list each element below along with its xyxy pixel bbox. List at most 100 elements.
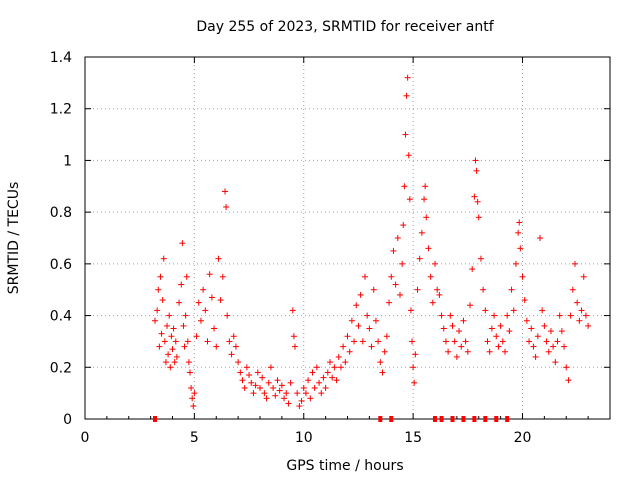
data-point <box>246 372 253 379</box>
x-tick-label: 15 <box>404 430 422 446</box>
data-point <box>480 286 487 293</box>
data-point <box>335 353 342 360</box>
data-point <box>400 222 407 229</box>
data-point <box>155 286 162 293</box>
data-point <box>421 196 428 203</box>
data-points <box>152 74 592 422</box>
y-tick-label: 0 <box>63 412 72 428</box>
data-point <box>399 260 406 267</box>
data-point <box>320 374 327 381</box>
data-point <box>434 286 441 293</box>
data-point <box>162 359 169 366</box>
data-point <box>294 390 301 397</box>
data-point <box>292 343 298 350</box>
data-point <box>440 325 447 332</box>
data-point <box>427 273 434 280</box>
data-point <box>383 333 390 340</box>
data-point <box>206 271 213 278</box>
data-point <box>340 343 347 350</box>
data-point <box>432 260 438 267</box>
data-point <box>191 390 198 397</box>
data-point <box>429 299 436 306</box>
data-point <box>381 348 388 355</box>
data-point <box>578 307 585 314</box>
data-point <box>289 307 296 314</box>
data-point <box>152 317 158 324</box>
data-point <box>156 343 163 350</box>
data-point <box>375 338 382 345</box>
x-tick-label: 0 <box>81 430 90 446</box>
data-point <box>351 338 358 345</box>
data-point <box>185 359 192 366</box>
data-point <box>484 338 491 345</box>
data-point <box>208 294 215 301</box>
data-point <box>565 377 572 384</box>
data-point <box>217 297 224 304</box>
data-point <box>453 353 460 360</box>
data-point <box>197 317 204 324</box>
data-point <box>333 377 340 384</box>
data-point <box>552 359 559 366</box>
data-point <box>436 291 443 298</box>
data-point <box>241 384 248 391</box>
data-point <box>228 351 235 358</box>
data-point <box>488 325 495 332</box>
data-point <box>181 343 188 350</box>
data-point <box>474 198 481 205</box>
data-point <box>449 322 456 329</box>
data-point <box>558 328 565 335</box>
data-point <box>239 377 246 384</box>
data-point <box>515 229 522 236</box>
data-point <box>471 193 478 200</box>
data-point <box>180 322 187 329</box>
data-point <box>504 312 511 319</box>
gridlines <box>85 57 610 419</box>
data-point <box>469 266 476 273</box>
data-point <box>491 312 498 319</box>
data-point <box>362 273 368 280</box>
data-point <box>366 325 373 332</box>
data-point <box>377 359 384 366</box>
axis-ticks: 0 0.2 0.4 0.6 0.8 1 1.2 1.4 0 5 10 15 20 <box>50 50 610 446</box>
data-point <box>516 219 523 226</box>
data-point <box>567 312 574 319</box>
data-point <box>154 307 161 314</box>
data-point <box>237 369 244 376</box>
zero-marker <box>389 416 394 422</box>
data-point <box>160 255 167 262</box>
y-axis-label: SRMTID / TECUs <box>6 182 22 295</box>
plot-frame <box>84 56 611 420</box>
data-point <box>423 214 430 221</box>
data-point <box>388 273 395 280</box>
data-point <box>422 183 429 190</box>
data-point <box>386 299 393 306</box>
data-point <box>254 369 261 376</box>
data-point <box>355 322 362 329</box>
data-point <box>226 338 233 345</box>
data-point <box>324 369 331 376</box>
data-point <box>222 188 228 195</box>
zero-marker <box>505 416 510 422</box>
data-point <box>157 273 164 280</box>
data-point <box>556 312 563 319</box>
data-point <box>392 281 399 288</box>
data-point <box>250 390 257 397</box>
data-point <box>230 333 237 340</box>
data-point <box>190 403 197 410</box>
data-point <box>458 343 465 350</box>
data-point <box>554 338 561 345</box>
data-point <box>261 390 268 397</box>
data-point <box>161 338 168 345</box>
data-point <box>409 338 416 345</box>
y-tick-label: 0.8 <box>50 205 72 221</box>
data-point <box>550 343 557 350</box>
data-point <box>541 322 548 329</box>
data-point <box>309 369 316 376</box>
data-point <box>331 364 338 371</box>
data-point <box>403 92 410 99</box>
data-point <box>302 390 309 397</box>
data-point <box>357 291 364 298</box>
data-point <box>473 167 480 174</box>
x-axis-label: GPS time / hours <box>286 458 403 474</box>
